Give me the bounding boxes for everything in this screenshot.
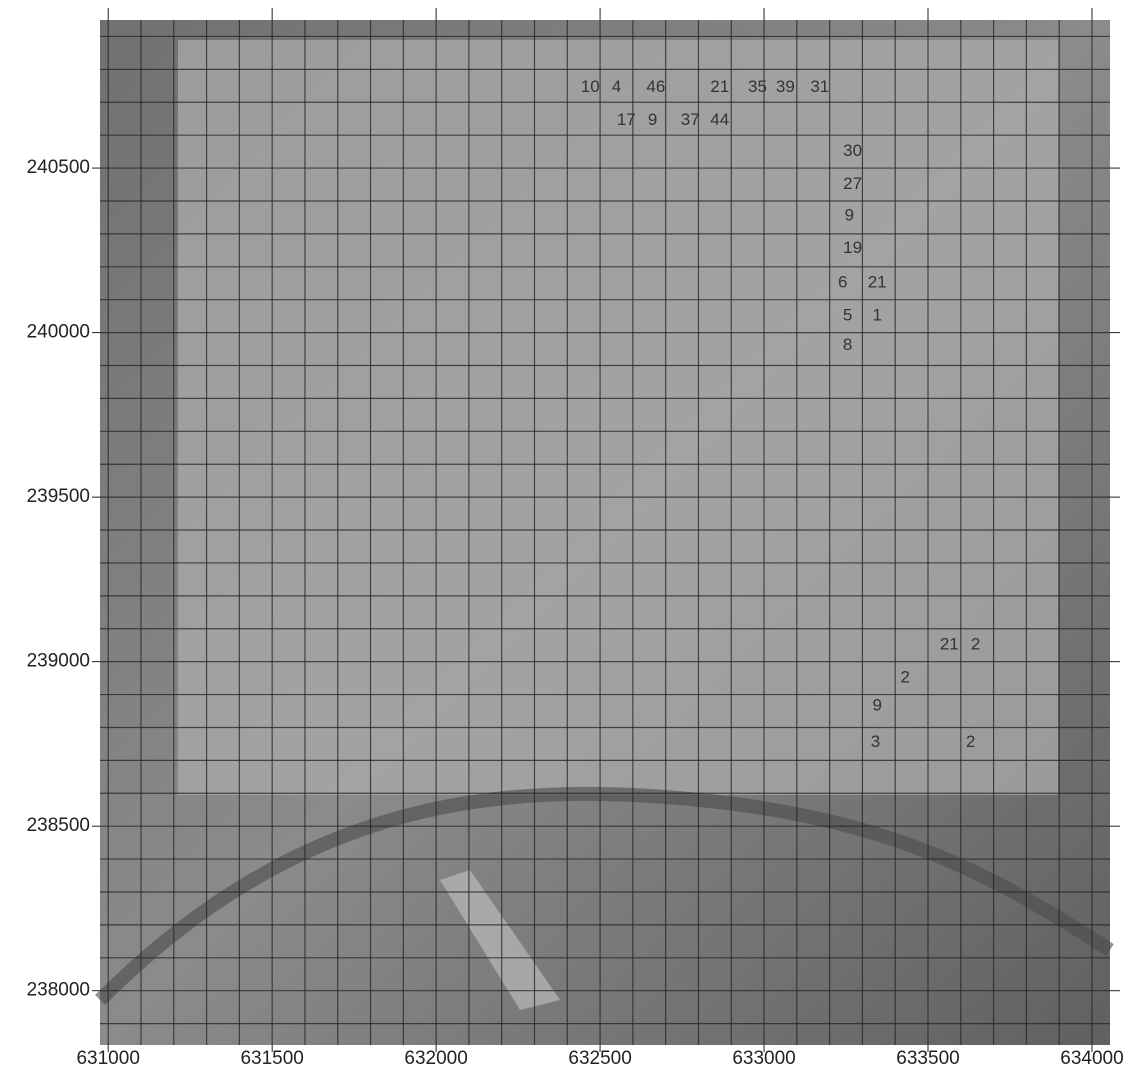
x-tick-label: 633500 [896,1048,959,1069]
x-tick-label: 632500 [568,1048,631,1069]
count-label: 17 [617,110,636,129]
count-label: 2 [966,732,975,751]
count-label: 39 [776,77,795,96]
count-label: 9 [845,205,854,224]
x-tick-label: 631500 [240,1048,303,1069]
y-tick-label: 239000 [27,651,90,672]
count-label: 2 [971,635,980,654]
x-tick-label: 634000 [1060,1048,1123,1069]
y-tick-label: 240000 [27,322,90,343]
count-label: 46 [646,77,665,96]
count-label: 19 [843,238,862,257]
count-label: 10 [581,77,600,96]
y-tick-label: 238000 [27,980,90,1001]
map: 631000 631500 632000 632500 633000 633500 6340… [0,0,1131,1069]
count-label: 1 [872,306,881,325]
count-label: 5 [843,306,852,325]
x-tick-label: 632000 [404,1048,467,1069]
y-tick-label: 239500 [27,486,90,507]
count-label: 27 [843,174,862,193]
x-tick-label: 631000 [76,1048,139,1069]
count-label: 21 [710,77,729,96]
count-label: 8 [843,335,852,354]
count-label: 30 [843,141,862,160]
y-tick-label: 238500 [27,815,90,836]
count-label: 4 [612,77,621,96]
count-label: 2 [900,668,909,687]
y-tick-label: 240500 [27,157,90,178]
count-label: 37 [681,110,700,129]
count-label: 3 [871,732,880,751]
x-tick-label: 633000 [732,1048,795,1069]
count-label: 9 [872,696,881,715]
study-area [178,40,1058,795]
count-label: 44 [710,110,729,129]
count-label: 31 [810,77,829,96]
count-label: 21 [940,635,959,654]
count-label: 21 [868,273,887,292]
count-label: 9 [648,110,657,129]
count-label: 6 [838,273,847,292]
count-label: 35 [748,77,767,96]
